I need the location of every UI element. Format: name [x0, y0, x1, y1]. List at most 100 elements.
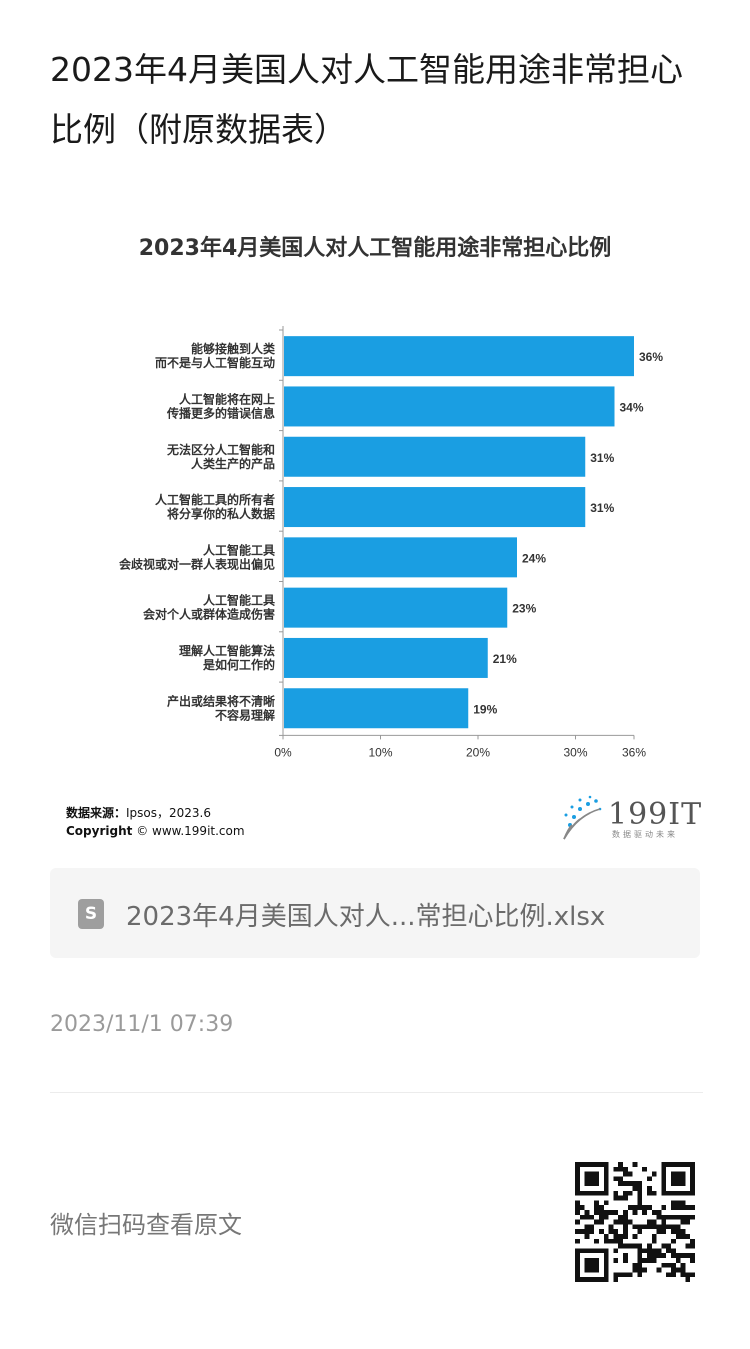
qr-module [603, 1171, 609, 1177]
qr-module [690, 1181, 695, 1186]
qr-module [671, 1253, 676, 1258]
qr-module [584, 1262, 590, 1268]
qr-module [575, 1277, 580, 1282]
qr-module [623, 1219, 628, 1225]
divider [50, 1092, 703, 1093]
qr-module [690, 1272, 695, 1278]
qr-module [671, 1214, 676, 1220]
qr-module [637, 1248, 643, 1254]
qr-module [575, 1248, 580, 1254]
qr-module [589, 1277, 595, 1282]
attachment-file-name: 2023年4月美国人对人...常担心比例.xlsx [126, 902, 606, 932]
qr-module [575, 1253, 580, 1258]
qr-module [627, 1243, 633, 1249]
copyright-label: Copyright [66, 824, 133, 838]
qr-module [575, 1186, 580, 1191]
qr-module [666, 1243, 671, 1249]
qr-module [675, 1205, 681, 1210]
qr-module [656, 1248, 662, 1254]
qr-module [584, 1258, 590, 1263]
bar [284, 587, 508, 628]
qr-module [675, 1258, 681, 1263]
data-label: 31% [590, 451, 614, 465]
qr-module [603, 1186, 609, 1191]
qr-module [671, 1267, 676, 1273]
qr-module [666, 1190, 671, 1196]
qr-module [632, 1210, 638, 1215]
data-label: 36% [639, 350, 663, 364]
qr-module [613, 1272, 619, 1278]
qr-module [584, 1181, 590, 1186]
qr-module [671, 1162, 676, 1167]
qr-module [647, 1190, 652, 1196]
qr-module [603, 1181, 609, 1186]
qr-module [651, 1248, 657, 1254]
qr-module [613, 1176, 619, 1182]
qr-code-icon[interactable] [575, 1162, 695, 1282]
qr-module [579, 1248, 585, 1254]
qr-module [618, 1176, 623, 1182]
qr-module [661, 1229, 667, 1234]
qr-module [647, 1186, 652, 1191]
data-label: 19% [473, 702, 497, 716]
qr-module [584, 1190, 590, 1196]
qr-module [589, 1176, 595, 1182]
qr-module [575, 1181, 580, 1186]
qr-module [627, 1205, 633, 1210]
x-tick-label: 30% [563, 745, 587, 759]
qr-module [690, 1258, 695, 1263]
qr-module [690, 1162, 695, 1167]
qr-module [623, 1214, 628, 1220]
category-label: 无法区分人工智能和 [166, 442, 275, 457]
qr-module [594, 1171, 599, 1177]
qr-module [599, 1205, 604, 1210]
qr-module [680, 1234, 686, 1239]
qr-module [627, 1171, 633, 1177]
qr-module [675, 1200, 681, 1206]
qr-module [575, 1190, 580, 1196]
qr-module [675, 1176, 681, 1182]
qr-module [680, 1262, 686, 1268]
qr-module [594, 1205, 599, 1210]
qr-module [613, 1195, 619, 1201]
qr-module [666, 1214, 671, 1220]
qr-module [690, 1186, 695, 1191]
qr-module [589, 1162, 595, 1167]
qr-module [618, 1162, 623, 1167]
category-label: 而不是与人工智能互动 [155, 355, 275, 370]
qr-module [613, 1210, 619, 1215]
data-label: 31% [590, 501, 614, 515]
qr-module [690, 1253, 695, 1258]
qr-module [661, 1243, 667, 1249]
qr-module [661, 1171, 667, 1177]
qr-module [642, 1248, 647, 1254]
qr-module [680, 1205, 686, 1210]
qr-module [690, 1190, 695, 1196]
qr-module [613, 1238, 619, 1244]
qr-module [594, 1162, 599, 1167]
qr-module [632, 1243, 638, 1249]
attachment-card[interactable]: S 2023年4月美国人对人...常担心比例.xlsx [50, 868, 700, 958]
qr-module [575, 1200, 580, 1206]
qr-module [647, 1176, 652, 1182]
qr-module [632, 1205, 638, 1210]
qr-module [575, 1162, 580, 1167]
qr-module [603, 1166, 609, 1172]
data-source-label: 数据来源： [66, 806, 127, 820]
qr-module [589, 1248, 595, 1254]
qr-module [637, 1181, 643, 1186]
qr-module [618, 1238, 623, 1244]
qr-module [599, 1277, 604, 1282]
publish-timestamp: 2023/11/1 07:39 [50, 1012, 234, 1037]
logo-slogan: 数据驱动未来 [612, 830, 678, 839]
data-label: 21% [493, 652, 517, 666]
category-label: 人工智能工具 [203, 542, 275, 557]
qr-module [589, 1181, 595, 1186]
qr-module [661, 1186, 667, 1191]
qr-module [637, 1205, 643, 1210]
x-tick-label: 10% [368, 745, 392, 759]
qr-module [642, 1258, 647, 1263]
qr-module [661, 1181, 667, 1186]
qr-module [594, 1219, 599, 1225]
qr-module [575, 1205, 580, 1210]
